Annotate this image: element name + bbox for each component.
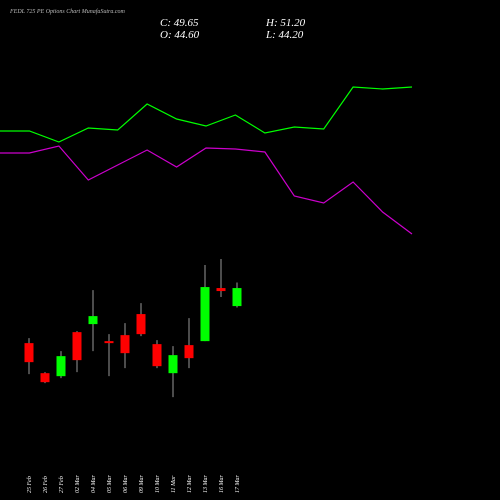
candle-body	[200, 287, 210, 342]
x-tick-label: 11 Mar	[171, 475, 177, 493]
ohlc-open: O: 44.60	[160, 29, 200, 41]
x-tick-label: 13 Mar	[203, 475, 209, 493]
x-tick-label: 04 Mar	[90, 475, 97, 493]
ohlc-low: L: 44.20	[265, 29, 304, 41]
ohlc-close: C: 49.65	[160, 17, 199, 29]
candle-body	[184, 345, 194, 359]
x-tick-label: 09 Mar	[139, 475, 145, 493]
x-tick-label: 25 Feb	[27, 476, 33, 493]
candle-body	[168, 355, 178, 374]
ohlc-high: H: 51.20	[265, 17, 306, 29]
candle-body	[120, 335, 130, 354]
candle-body	[40, 373, 50, 383]
candle-body	[232, 288, 242, 307]
candle-body	[88, 316, 98, 325]
line-series	[0, 145, 413, 235]
x-tick-label: 12 Mar	[187, 475, 193, 493]
candle-body	[104, 341, 114, 344]
candle-body	[56, 356, 66, 377]
x-tick-label: 17 Mar	[235, 475, 241, 493]
candle-body	[72, 332, 82, 361]
x-tick-label: 26 Feb	[43, 476, 49, 493]
x-tick-label: 16 Mar	[219, 475, 225, 493]
candle-body	[216, 288, 226, 292]
candle-body	[136, 314, 146, 335]
x-tick-label: 05 Mar	[107, 475, 113, 493]
line-series	[0, 86, 413, 143]
x-tick-label: 02 Mar	[75, 475, 81, 493]
candle-body	[24, 343, 34, 363]
chart-title: FEDL 725 PE Options Chart MunafaSutra.co…	[9, 8, 126, 15]
candle-body	[152, 344, 162, 367]
x-tick-label: 06 Mar	[123, 475, 129, 493]
x-tick-label: 10 Mar	[155, 475, 161, 493]
x-tick-label: 27 Feb	[59, 476, 65, 493]
